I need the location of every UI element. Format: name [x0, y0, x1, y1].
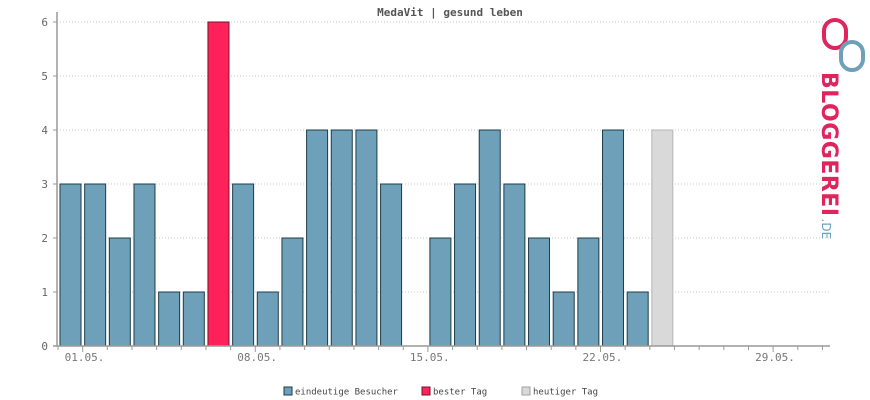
y-tick-label: 0 — [41, 340, 48, 353]
bar-visitors — [133, 183, 156, 347]
x-tick-label: 15.05. — [410, 351, 450, 364]
bar-visitors — [355, 129, 378, 347]
logo-wordmark: BLOGGEREI.DE — [816, 72, 841, 239]
bar-visitors — [108, 237, 131, 347]
x-tick-label: 01.05. — [65, 351, 105, 364]
x-tick-labels: 01.05. 08.05. 15.05. 22.05. 29.05. — [65, 351, 795, 364]
bar-visitors — [330, 129, 353, 347]
bloggerei-logo: BLOGGEREI.DE — [816, 18, 865, 239]
legend-label: eindeutige Besucher — [295, 388, 399, 398]
bar-visitors — [306, 129, 329, 347]
y-tick-label: 1 — [41, 286, 48, 299]
x-tick-label: 08.05. — [237, 351, 277, 364]
bar-visitors — [256, 291, 279, 347]
legend-label: heutiger Tag — [533, 388, 598, 398]
logo-icon — [822, 18, 865, 72]
bar-visitors — [503, 183, 526, 347]
bar-visitors — [232, 183, 255, 347]
y-tick-labels: 0 1 2 3 4 5 6 — [41, 16, 48, 353]
y-tick-label: 2 — [41, 232, 48, 245]
legend-swatch — [421, 386, 431, 396]
chart-title: MedaVit | gesund leben — [377, 6, 523, 19]
bar-visitors — [454, 183, 477, 347]
y-tick-label: 6 — [41, 16, 48, 29]
legend-swatch — [521, 386, 531, 396]
legend-swatch — [283, 386, 293, 396]
x-tick-label: 22.05. — [582, 351, 622, 364]
axes — [53, 12, 830, 352]
bar-visitors — [380, 183, 403, 347]
bar-visitors — [182, 291, 205, 347]
bar-visitors — [84, 183, 107, 347]
bar-visitors — [528, 237, 551, 347]
y-tick-label: 4 — [41, 124, 48, 137]
bar-visitors — [577, 237, 600, 347]
y-tick-label: 5 — [41, 70, 48, 83]
legend-label: bester Tag — [433, 388, 487, 398]
bar-visitors — [552, 291, 575, 347]
y-tick-label: 3 — [41, 178, 48, 191]
bar-visitors — [59, 183, 82, 347]
bar-visitors — [602, 129, 625, 347]
bar-today — [651, 129, 674, 347]
x-tick-label: 29.05. — [755, 351, 795, 364]
bar-visitors — [626, 291, 649, 347]
bar-visitors — [158, 291, 181, 347]
bar-visitors — [429, 237, 452, 347]
bar-visitors — [281, 237, 304, 347]
bar-best-day — [207, 21, 230, 347]
bar-visitors — [478, 129, 501, 347]
bars — [59, 21, 674, 347]
legend: eindeutige Besucher bester Tag heutiger Ta… — [283, 386, 598, 398]
